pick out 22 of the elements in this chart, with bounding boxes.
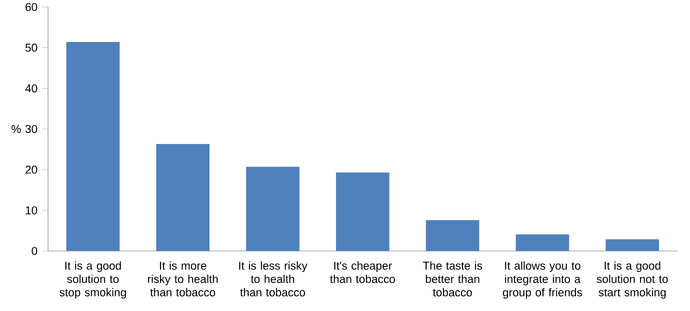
x-tick-label: It allows you to integrate into a group of friends [502,261,582,299]
y-tick-label: 50 [25,44,38,52]
y-tick-label: 40 [25,84,38,92]
bar [336,172,390,251]
bar [516,234,570,251]
y-tick-label: 10 [26,206,38,214]
bar [156,144,210,251]
y-tick-label: 0 [32,246,38,255]
x-tick-label: It is less risky to health than tobacco [239,261,308,296]
y-axis-title: % [12,125,21,133]
x-tick-label: It is a good solution to stop smoking [60,261,126,299]
x-tick-label: It is a good solution not to start smoking [596,261,668,299]
bar [246,166,300,251]
x-tick-label: It is more risky to health than tobacco [148,261,218,296]
y-tick-label: 30 [25,124,38,133]
x-tick-label: It's cheaper than tobacco [330,261,395,284]
bar [606,239,660,251]
bar [66,42,120,251]
y-tick-label: 20 [26,166,38,174]
y-tick-label: 60 [26,3,38,12]
x-tick-label: The taste is better than tobacco [422,261,482,296]
bar [426,220,480,251]
